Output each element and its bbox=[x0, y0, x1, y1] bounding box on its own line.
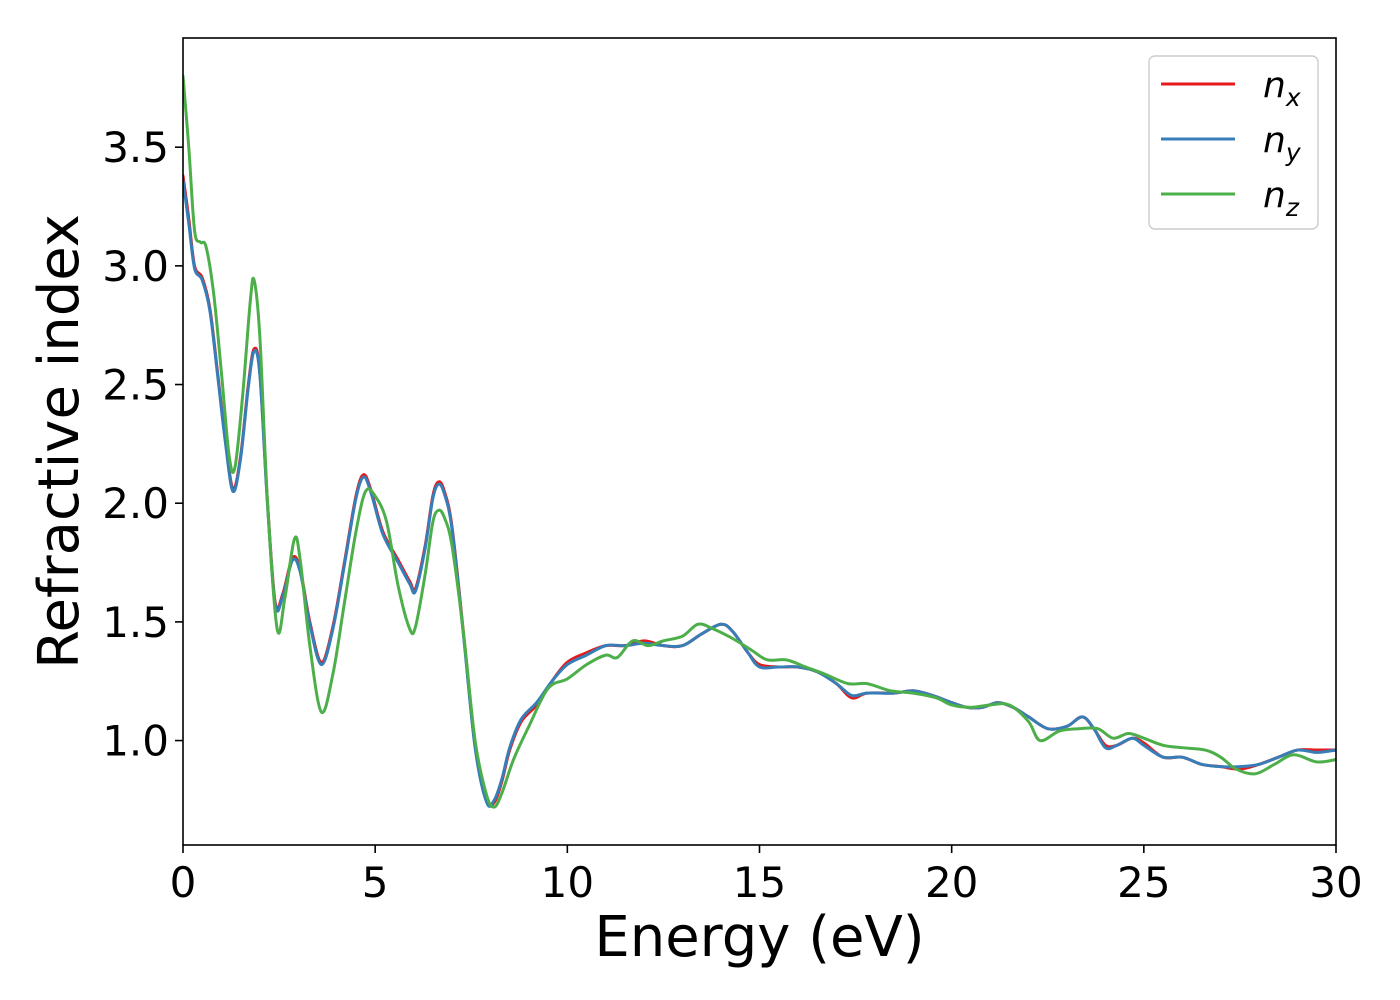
x-tick-label: 10 bbox=[541, 858, 594, 907]
legend-label-main: n bbox=[1263, 65, 1286, 106]
legend-label-nz: nz bbox=[1263, 175, 1300, 222]
y-tick-label: 2.5 bbox=[102, 361, 169, 410]
y-tick-label: 2.0 bbox=[102, 479, 169, 528]
legend-label-subscript: y bbox=[1285, 138, 1302, 167]
legend-label-nx: nx bbox=[1263, 65, 1301, 112]
x-tick-label: 5 bbox=[362, 858, 389, 907]
y-tick-label: 1.5 bbox=[102, 598, 169, 647]
x-tick-label: 20 bbox=[925, 858, 978, 907]
legend-label-main: n bbox=[1263, 175, 1286, 216]
series-layer bbox=[183, 74, 1336, 809]
ticks-layer: 0 5 10 15 20 25 30 1.0 1.5 2.0 2.5 3.0 3.5 bbox=[102, 123, 1363, 907]
legend-label-subscript: x bbox=[1285, 83, 1301, 112]
legend-label-subscript: z bbox=[1285, 193, 1300, 222]
legend-label-main: n bbox=[1263, 120, 1286, 161]
x-tick-label: 30 bbox=[1309, 858, 1362, 907]
y-tick-label: 3.0 bbox=[102, 242, 169, 291]
x-tick-label: 0 bbox=[170, 858, 197, 907]
y-tick-label: 3.5 bbox=[102, 123, 169, 172]
series-line-ny bbox=[183, 178, 1336, 808]
series-line-nx bbox=[183, 174, 1336, 808]
x-axis-label: Energy (eV) bbox=[594, 905, 924, 970]
y-tick-label: 1.0 bbox=[102, 717, 169, 766]
x-tick-label: 15 bbox=[733, 858, 786, 907]
x-tick-label: 25 bbox=[1117, 858, 1170, 907]
legend-box bbox=[1148, 55, 1319, 230]
series-line-nz bbox=[183, 74, 1336, 809]
legend-label-ny: ny bbox=[1263, 120, 1302, 167]
y-axis-label: Refractive index bbox=[27, 214, 92, 669]
